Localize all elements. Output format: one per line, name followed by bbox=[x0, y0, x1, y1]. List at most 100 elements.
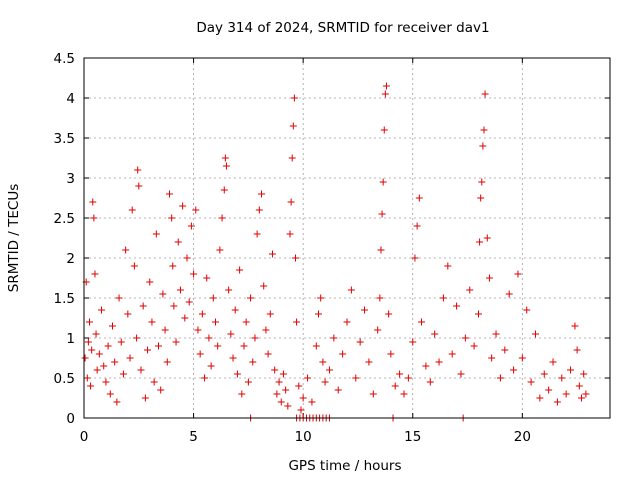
data-point bbox=[222, 162, 230, 170]
data-point bbox=[174, 238, 182, 246]
data-point bbox=[240, 342, 248, 350]
data-point bbox=[505, 290, 513, 298]
data-point bbox=[233, 370, 241, 378]
data-point bbox=[183, 254, 191, 262]
data-point bbox=[260, 282, 268, 290]
data-point bbox=[439, 294, 447, 302]
data-point bbox=[477, 194, 485, 202]
data-point bbox=[135, 182, 143, 190]
data-point bbox=[169, 262, 177, 270]
data-point bbox=[152, 230, 160, 238]
y-tick-label: 0 bbox=[66, 411, 75, 427]
x-tick-label: 0 bbox=[80, 429, 89, 445]
data-point bbox=[562, 390, 570, 398]
data-point bbox=[282, 386, 290, 394]
data-point bbox=[137, 366, 145, 374]
plot-frame bbox=[83, 57, 611, 419]
data-point bbox=[352, 374, 360, 382]
data-point bbox=[88, 346, 96, 354]
y-tick-label: 3 bbox=[66, 171, 75, 187]
data-point bbox=[289, 122, 297, 130]
data-point bbox=[485, 274, 493, 282]
data-point bbox=[81, 354, 89, 362]
data-point bbox=[266, 310, 274, 318]
data-point bbox=[330, 334, 338, 342]
x-tick-label: 5 bbox=[189, 429, 198, 445]
data-point bbox=[89, 198, 97, 206]
data-point bbox=[192, 206, 200, 214]
data-point bbox=[194, 326, 202, 334]
data-point bbox=[93, 366, 101, 374]
data-point bbox=[148, 318, 156, 326]
data-point bbox=[187, 222, 195, 230]
data-point bbox=[124, 310, 132, 318]
data-point bbox=[381, 90, 389, 98]
data-point bbox=[476, 238, 484, 246]
data-point bbox=[578, 394, 586, 402]
data-point bbox=[377, 246, 385, 254]
data-point bbox=[225, 286, 233, 294]
data-point bbox=[83, 374, 91, 382]
data-point bbox=[179, 202, 187, 210]
data-point bbox=[104, 342, 112, 350]
data-point bbox=[277, 398, 285, 406]
y-tick-label: 3.5 bbox=[54, 131, 75, 147]
data-point bbox=[108, 322, 116, 330]
data-point bbox=[382, 82, 390, 90]
data-point bbox=[255, 206, 263, 214]
data-point bbox=[181, 314, 189, 322]
data-point bbox=[262, 326, 270, 334]
data-point bbox=[531, 330, 539, 338]
data-point bbox=[172, 338, 180, 346]
data-point bbox=[422, 362, 430, 370]
y-tick-label: 4 bbox=[66, 91, 75, 107]
data-point bbox=[501, 346, 509, 354]
data-point bbox=[396, 370, 404, 378]
data-point bbox=[287, 198, 295, 206]
data-point bbox=[321, 378, 329, 386]
data-point bbox=[84, 338, 92, 346]
data-point bbox=[201, 374, 209, 382]
data-point bbox=[413, 222, 421, 230]
data-point bbox=[431, 330, 439, 338]
data-point bbox=[185, 298, 193, 306]
data-point bbox=[356, 338, 364, 346]
data-point bbox=[249, 358, 257, 366]
data-point bbox=[361, 306, 369, 314]
axis-ticks: 0 0.5 1 1.5 2 2.5 3 3.5 4 4.5 0 5 10 15 20 bbox=[54, 51, 610, 445]
data-point bbox=[571, 322, 579, 330]
data-point bbox=[273, 390, 281, 398]
data-point bbox=[457, 370, 465, 378]
data-point bbox=[268, 250, 276, 258]
data-point bbox=[567, 366, 575, 374]
data-point bbox=[488, 354, 496, 362]
data-point bbox=[111, 358, 119, 366]
data-point bbox=[312, 342, 320, 350]
data-point bbox=[98, 306, 106, 314]
data-point bbox=[319, 358, 327, 366]
y-tick-label: 4.5 bbox=[54, 51, 75, 67]
data-point bbox=[496, 374, 504, 382]
data-point bbox=[483, 234, 491, 242]
data-point bbox=[95, 350, 103, 358]
data-point bbox=[212, 318, 219, 326]
data-point bbox=[286, 230, 294, 238]
data-point bbox=[475, 310, 482, 318]
data-point bbox=[523, 306, 531, 314]
data-point bbox=[325, 366, 333, 374]
data-point bbox=[279, 370, 287, 378]
data-point bbox=[144, 346, 152, 354]
data-point bbox=[242, 318, 250, 326]
data-point bbox=[168, 214, 176, 222]
data-point bbox=[253, 230, 261, 238]
data-point bbox=[87, 382, 95, 390]
data-point bbox=[258, 190, 266, 198]
data-point bbox=[244, 378, 252, 386]
data-point bbox=[130, 262, 138, 270]
y-tick-label: 2.5 bbox=[54, 211, 75, 227]
x-tick-label: 20 bbox=[514, 429, 531, 445]
data-point bbox=[343, 318, 351, 326]
data-point bbox=[308, 398, 316, 406]
data-point bbox=[113, 398, 121, 406]
data-point bbox=[290, 94, 298, 102]
